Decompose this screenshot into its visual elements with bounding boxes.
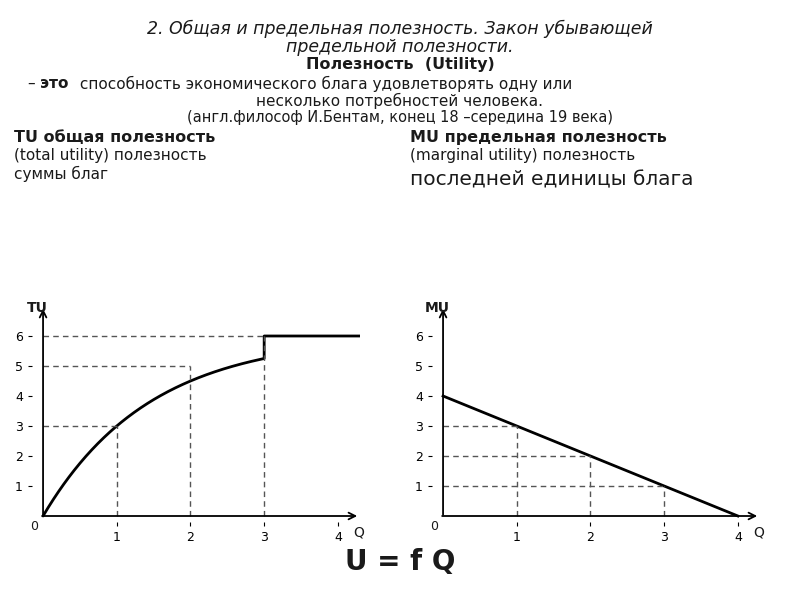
Text: TU: TU xyxy=(26,301,47,315)
Text: (англ.философ И.Бентам, конец 18 –середина 19 века): (англ.философ И.Бентам, конец 18 –середи… xyxy=(187,110,613,125)
Text: TU общая полезность: TU общая полезность xyxy=(14,130,215,145)
Text: (marginal utility) полезность: (marginal utility) полезность xyxy=(410,148,635,163)
Text: это: это xyxy=(40,76,68,91)
Text: предельной полезности.: предельной полезности. xyxy=(286,38,514,56)
Text: MU предельная полезность: MU предельная полезность xyxy=(410,130,667,145)
Text: Q: Q xyxy=(353,526,364,539)
Text: суммы благ: суммы благ xyxy=(14,166,108,182)
Text: Q: Q xyxy=(753,526,764,539)
Text: (total utility) полезность: (total utility) полезность xyxy=(14,148,206,163)
Text: 2. Общая и предельная полезность. Закон убывающей: 2. Общая и предельная полезность. Закон … xyxy=(147,20,653,38)
Text: Полезность  (Utility): Полезность (Utility) xyxy=(306,57,494,72)
Text: способность экономического блага удовлетворять одну или: способность экономического блага удовлет… xyxy=(75,76,572,92)
Text: последней единицы блага: последней единицы блага xyxy=(410,170,694,189)
Text: –: – xyxy=(28,76,41,91)
Text: MU: MU xyxy=(425,301,450,315)
Text: несколько потребностей человека.: несколько потребностей человека. xyxy=(257,93,543,109)
Text: 0: 0 xyxy=(430,520,438,533)
Text: 0: 0 xyxy=(30,520,38,533)
Text: U = f Q: U = f Q xyxy=(345,548,455,576)
